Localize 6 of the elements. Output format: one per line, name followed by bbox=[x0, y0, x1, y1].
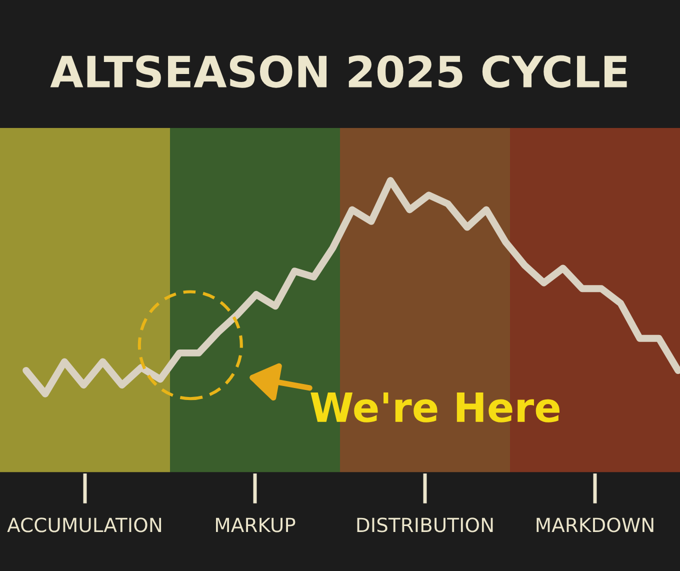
x-tick-label: MARKUP bbox=[216, 518, 296, 532]
x-tick-label: ACCUMULATION bbox=[7, 518, 162, 532]
x-tick-label: MARKDOWN bbox=[536, 518, 654, 532]
x-tick-label: DISTRIBUTION bbox=[357, 518, 493, 532]
annotation: We're Here bbox=[310, 392, 560, 422]
chart-title: ALTSEASON 2025 CYCLE bbox=[50, 55, 627, 88]
